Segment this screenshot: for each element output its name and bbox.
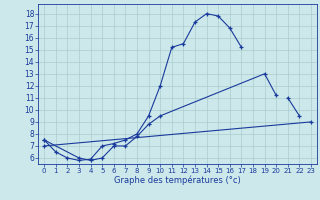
X-axis label: Graphe des températures (°c): Graphe des températures (°c) (114, 176, 241, 185)
